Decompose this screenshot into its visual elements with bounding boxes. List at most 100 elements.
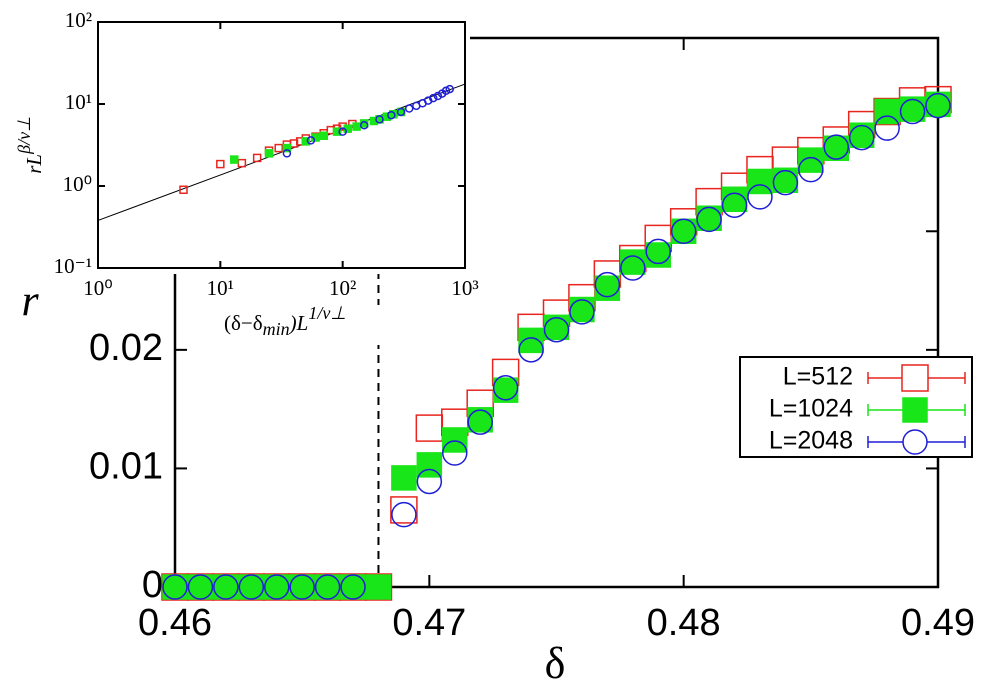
marker bbox=[187, 574, 214, 600]
marker bbox=[396, 107, 406, 117]
marker bbox=[620, 249, 646, 275]
marker bbox=[416, 468, 443, 495]
marker bbox=[492, 375, 519, 401]
legend-label: L=1024 bbox=[769, 395, 853, 423]
x-tick-label: 10³ bbox=[451, 276, 478, 300]
marker bbox=[747, 168, 773, 195]
x-tick-label: 10² bbox=[329, 276, 356, 300]
marker bbox=[925, 92, 951, 119]
marker bbox=[848, 122, 875, 148]
x-tick-label: 0.46 bbox=[138, 602, 212, 644]
legend-entries: L=512 L=1024 L=2048 bbox=[769, 363, 966, 455]
marker bbox=[620, 255, 646, 281]
marker bbox=[162, 574, 188, 600]
marker bbox=[282, 143, 292, 153]
marker bbox=[216, 159, 225, 169]
marker bbox=[306, 136, 316, 145]
marker bbox=[442, 440, 468, 466]
marker bbox=[179, 185, 188, 195]
marker bbox=[670, 218, 697, 245]
marker bbox=[282, 149, 292, 158]
y-tick-label: 10² bbox=[65, 8, 92, 32]
x-tick-label: 10¹ bbox=[207, 276, 234, 300]
legend-label: L=2048 bbox=[769, 427, 853, 455]
marker bbox=[404, 104, 414, 113]
marker bbox=[492, 377, 519, 403]
label-part: min bbox=[263, 319, 290, 339]
marker bbox=[289, 574, 315, 600]
marker bbox=[569, 296, 595, 323]
marker bbox=[645, 238, 671, 265]
y-tick-label: 10¹ bbox=[65, 90, 92, 114]
marker bbox=[543, 316, 570, 343]
x-axis-label: δ bbox=[545, 639, 566, 688]
marker bbox=[442, 427, 468, 453]
marker bbox=[721, 186, 748, 213]
marker bbox=[274, 143, 283, 153]
inset-x-label: (δ−δmin)L1/ν⊥ bbox=[224, 303, 346, 339]
marker bbox=[415, 414, 444, 442]
marker bbox=[445, 84, 454, 94]
marker bbox=[902, 397, 928, 423]
marker bbox=[213, 574, 239, 600]
label-part: β/ν⊥ bbox=[14, 116, 34, 155]
marker bbox=[798, 156, 824, 183]
label-part: )L bbox=[289, 311, 309, 335]
x-tick-label: 0.49 bbox=[901, 602, 975, 644]
marker bbox=[338, 127, 347, 136]
marker bbox=[772, 169, 799, 196]
inset-frame bbox=[97, 21, 466, 269]
marker bbox=[899, 98, 926, 125]
marker bbox=[467, 409, 493, 435]
marker bbox=[375, 115, 384, 124]
y-tick-label: 10⁻¹ bbox=[54, 254, 92, 278]
marker bbox=[428, 93, 438, 103]
marker bbox=[433, 91, 443, 101]
inset-label-background bbox=[180, 305, 390, 345]
marker bbox=[391, 501, 417, 528]
label-part: 1/ν⊥ bbox=[308, 303, 346, 323]
marker bbox=[518, 337, 544, 363]
marker bbox=[696, 206, 722, 233]
marker bbox=[467, 407, 493, 433]
marker bbox=[319, 131, 328, 141]
y-axis-label: r bbox=[21, 276, 39, 325]
marker bbox=[390, 496, 418, 524]
label-part: rL bbox=[22, 154, 46, 174]
label-part: (δ−δ bbox=[224, 311, 263, 335]
marker bbox=[543, 314, 570, 341]
y-tick-label: 0 bbox=[142, 564, 163, 606]
x-tick-label: 10⁰ bbox=[83, 276, 112, 300]
marker bbox=[902, 429, 928, 455]
inset-plot: (δ−δmin)L1/ν⊥ rLβ/ν⊥ 10⁰ 10¹ 10² 10³10⁻¹10⁰… bbox=[0, 0, 479, 345]
marker bbox=[301, 137, 311, 146]
marker bbox=[263, 574, 290, 600]
marker bbox=[874, 115, 900, 141]
marker bbox=[365, 574, 392, 600]
legend bbox=[739, 356, 973, 458]
marker bbox=[332, 127, 342, 136]
x-tick-label: 0.47 bbox=[392, 602, 466, 644]
marker bbox=[747, 184, 773, 210]
y-tick-label: 0.01 bbox=[89, 445, 163, 487]
marker bbox=[569, 299, 595, 325]
marker bbox=[387, 110, 396, 120]
marker bbox=[899, 96, 926, 122]
plot-frame bbox=[173, 36, 940, 589]
marker bbox=[772, 167, 799, 194]
marker bbox=[901, 364, 929, 392]
marker bbox=[340, 574, 366, 600]
marker bbox=[264, 149, 274, 158]
marker bbox=[352, 122, 361, 131]
y-tick-label: 10⁰ bbox=[63, 172, 92, 196]
inset-y-label: rLβ/ν⊥ bbox=[14, 116, 46, 174]
y-tick-label: 0.02 bbox=[89, 327, 163, 369]
marker bbox=[848, 124, 875, 151]
marker bbox=[823, 134, 850, 160]
legend-label: L=512 bbox=[783, 363, 853, 391]
inset-background bbox=[0, 0, 470, 274]
marker bbox=[594, 271, 621, 298]
marker bbox=[359, 121, 369, 130]
marker bbox=[230, 155, 239, 164]
